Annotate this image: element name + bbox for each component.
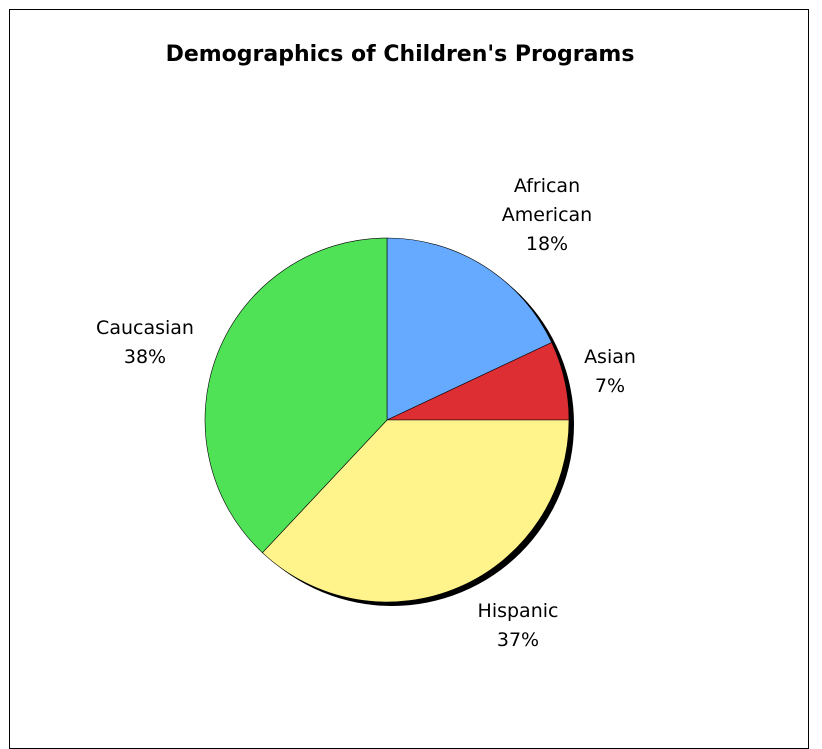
pie-slice-hispanic bbox=[261, 419, 570, 603]
chart-title: Demographics of Children's Programs bbox=[165, 42, 635, 67]
pie-labels: African American 18% Asian 7% Hispanic 37% Cauc… bbox=[96, 175, 636, 651]
pie-slice-caucasian bbox=[204, 237, 388, 554]
pie-slice-caucasian-label: Caucasian 38% bbox=[96, 317, 194, 368]
pie-slice-hispanic-label: Hispanic 37% bbox=[478, 600, 559, 651]
pie-slices bbox=[204, 237, 570, 603]
pie-slice-african-american bbox=[386, 237, 553, 421]
pie-slice-african-american-label: African American 18% bbox=[502, 175, 592, 255]
pie-slice-asian-label: Asian 7% bbox=[584, 346, 636, 397]
